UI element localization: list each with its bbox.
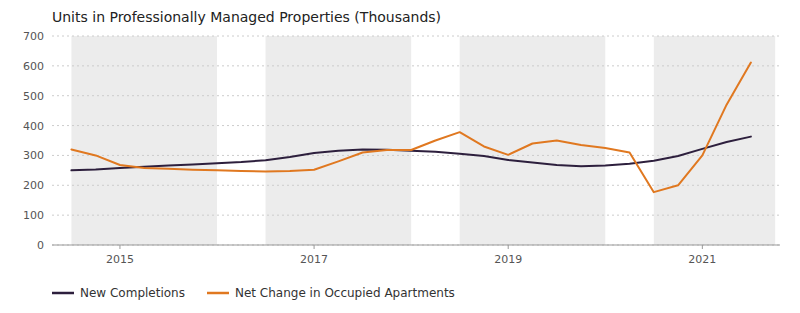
x-tick-label: 2021	[688, 253, 716, 266]
x-tick	[119, 245, 120, 249]
x-tick	[702, 245, 703, 249]
x-tick-label: 2019	[494, 253, 522, 266]
y-tick-label: 400	[23, 120, 44, 133]
y-tick-label: 100	[23, 209, 44, 222]
grid-line	[52, 245, 780, 246]
series-line	[71, 137, 750, 171]
x-tick	[508, 245, 509, 249]
legend-label: New Completions	[80, 286, 185, 300]
x-tick-label: 2015	[106, 253, 134, 266]
shaded-band	[266, 36, 412, 245]
grid-line	[52, 95, 780, 96]
shaded-band	[654, 36, 775, 245]
y-tick-label: 0	[37, 239, 44, 252]
x-axis-line	[52, 245, 780, 246]
y-grid	[52, 36, 780, 245]
legend-label: Net Change in Occupied Apartments	[235, 286, 455, 300]
grid-line	[52, 215, 780, 216]
grid-line	[52, 65, 780, 66]
title: Units in Professionally Managed Properti…	[52, 9, 441, 25]
grid-line	[52, 185, 780, 186]
y-tick-label: 700	[23, 30, 44, 43]
series-line	[71, 63, 750, 193]
legend-swatch	[52, 292, 74, 295]
y-tick-label: 300	[23, 149, 44, 162]
bands	[71, 36, 775, 245]
legend-swatch	[207, 292, 229, 295]
grid-line	[52, 36, 780, 37]
grid-line	[52, 155, 780, 156]
grid-line	[52, 125, 780, 126]
legend: New Completions Net Change in Occupied Ap…	[52, 286, 455, 300]
y-tick-label: 200	[23, 179, 44, 192]
shaded-band	[71, 36, 217, 245]
x-tick-label: 2017	[300, 253, 328, 266]
x-tick	[314, 245, 315, 249]
y-tick-label: 500	[23, 90, 44, 103]
shaded-band	[460, 36, 606, 245]
y-tick-label: 600	[23, 60, 44, 73]
lines	[71, 63, 750, 193]
chart: Units in Professionally Managed Properti…	[0, 0, 800, 313]
